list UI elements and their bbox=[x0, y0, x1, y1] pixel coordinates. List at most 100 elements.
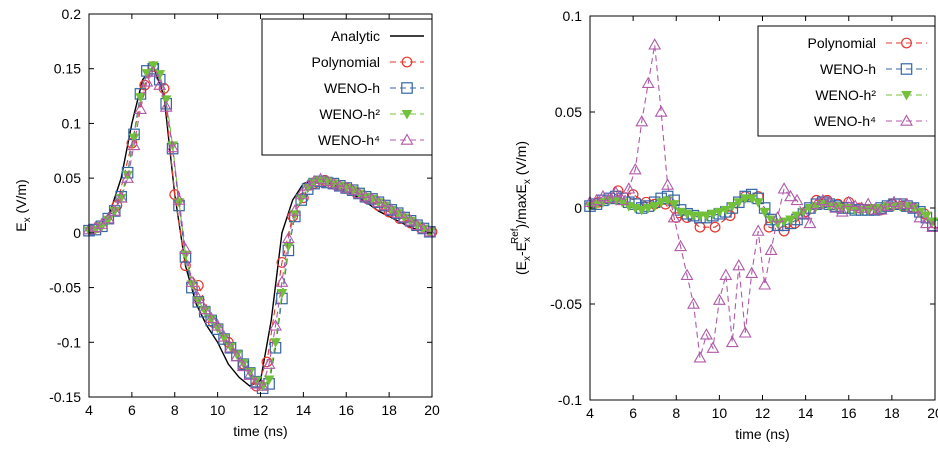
right-point-weno-h bbox=[921, 211, 932, 222]
left-point-weno-h bbox=[270, 338, 281, 348]
left-point-weno-h bbox=[243, 368, 257, 380]
left-y-tick-label: -0.15 bbox=[49, 389, 81, 405]
left-point-weno-h bbox=[212, 324, 223, 334]
right-point-weno-h bbox=[714, 207, 725, 218]
right-y-tick-label: 0.1 bbox=[563, 8, 583, 24]
right-point-weno-h bbox=[720, 205, 732, 216]
left-point-weno-h bbox=[185, 275, 199, 287]
left-point-weno-h bbox=[397, 210, 411, 223]
left-point-weno-h bbox=[320, 174, 334, 187]
left-point-weno-h bbox=[218, 333, 230, 344]
left-point-weno-h bbox=[204, 311, 218, 323]
left-x-tick-label: 14 bbox=[296, 402, 312, 418]
left-point-weno-h bbox=[346, 183, 360, 195]
right-x-tick-label: 4 bbox=[586, 405, 594, 421]
right-y-axis-label: (Ex-ExRef)/maxEx (V/m) bbox=[510, 141, 533, 275]
left-point-weno-h bbox=[269, 319, 282, 331]
left-legend-marker-weno-h bbox=[400, 133, 414, 145]
right-point-polynomial bbox=[709, 221, 721, 233]
left-point-weno-h bbox=[101, 212, 115, 224]
right-point-weno-h bbox=[602, 191, 616, 204]
right-legend-marker-weno-h bbox=[901, 91, 912, 101]
right-legend-label-weno-h: WENO-h² bbox=[815, 87, 876, 103]
right-point-weno-h bbox=[758, 278, 772, 290]
right-x-tick-label: 16 bbox=[841, 405, 857, 421]
left-point-weno-h bbox=[230, 349, 244, 362]
left-point-polynomial bbox=[158, 83, 170, 94]
left-x-tick-label: 8 bbox=[171, 402, 179, 418]
right-y-axis-label-part: -E bbox=[513, 242, 529, 256]
right-y-tick-label: 0.05 bbox=[555, 104, 582, 120]
right-y-tick-label: 0 bbox=[574, 200, 582, 216]
left-point-weno-h bbox=[199, 306, 211, 317]
left-point-weno-h bbox=[172, 193, 186, 205]
left-point-weno-h bbox=[121, 171, 135, 183]
right-y-tick-label: -0.05 bbox=[550, 296, 582, 312]
left-x-tick-label: 20 bbox=[424, 402, 440, 418]
right-point-weno-h bbox=[655, 198, 667, 208]
right-point-weno-h bbox=[622, 182, 636, 194]
right-legend-marker-polynomial bbox=[901, 37, 912, 49]
right-y-axis-label-part: (V/m) bbox=[513, 141, 529, 179]
left-point-weno-h bbox=[262, 357, 276, 369]
left-point-weno-h bbox=[108, 204, 122, 216]
left-point-weno-h bbox=[294, 187, 308, 200]
right-point-weno-h bbox=[777, 182, 791, 194]
left-point-weno-h bbox=[423, 225, 437, 237]
right-point-weno-h bbox=[615, 193, 629, 206]
right-point-weno-h bbox=[701, 211, 712, 222]
right-point-weno-h bbox=[829, 201, 843, 213]
right-point-weno-h bbox=[822, 195, 836, 207]
left-point-weno-h bbox=[88, 220, 102, 233]
right-point-weno-h bbox=[894, 197, 907, 209]
left-point-weno-h bbox=[410, 218, 424, 230]
right-point-weno-h bbox=[725, 335, 739, 348]
left-y-tick-label: 0.2 bbox=[62, 6, 82, 22]
right-point-polynomial bbox=[724, 210, 736, 222]
left-chart: 4 6 8 10 12 14 16 18 20 -0.15 -0.1 -0.05 0 0.05 0.1 0.1… bbox=[13, 6, 440, 439]
left-y-axis-label-part: (V/m) bbox=[13, 179, 29, 217]
right-point-weno-h bbox=[719, 268, 733, 280]
right-point-weno-h bbox=[809, 197, 823, 209]
right-point-weno-h bbox=[751, 224, 765, 236]
left-point-weno-h bbox=[243, 367, 256, 379]
right-point-weno-h bbox=[628, 162, 642, 175]
left-point-weno-h bbox=[352, 186, 366, 199]
left-point-weno-h bbox=[288, 204, 302, 216]
right-y-axis-label-part: x bbox=[522, 256, 533, 261]
right-point-weno-h bbox=[919, 216, 933, 229]
right-point-weno-h bbox=[842, 195, 856, 207]
left-series-group bbox=[82, 61, 438, 395]
right-point-weno-h bbox=[752, 198, 764, 208]
right-point-weno-h bbox=[733, 198, 745, 208]
left-point-weno-h bbox=[102, 215, 114, 226]
left-legend-label-weno-h: WENO-h bbox=[324, 80, 380, 96]
left-point-weno-h bbox=[263, 375, 275, 386]
right-point-weno-h bbox=[764, 243, 778, 255]
left-legend-label-polynomial: Polynomial bbox=[312, 54, 380, 70]
left-y-tick-label: 0.15 bbox=[54, 61, 81, 77]
left-point-weno-h bbox=[192, 296, 204, 307]
left-point-weno-h bbox=[153, 78, 167, 90]
left-point-weno-h bbox=[359, 190, 372, 202]
right-point-weno-h bbox=[712, 293, 726, 305]
left-point-weno-h bbox=[134, 102, 147, 114]
right-point-weno-h bbox=[648, 38, 662, 50]
left-point-polynomial bbox=[180, 260, 191, 272]
left-point-weno-h bbox=[236, 359, 250, 372]
right-point-weno-h bbox=[784, 189, 797, 202]
left-point-weno-h bbox=[404, 214, 418, 226]
right-point-weno-h bbox=[654, 105, 668, 117]
right-point-weno-h bbox=[790, 193, 804, 206]
left-point-weno-h bbox=[224, 341, 237, 353]
left-point-weno-h bbox=[371, 195, 385, 207]
right-legend-marker-weno-h bbox=[900, 114, 913, 126]
left-point-weno-h bbox=[218, 333, 230, 345]
right-point-weno-h bbox=[816, 193, 830, 206]
left-legend-label-analytic: Analytic bbox=[331, 28, 380, 44]
left-point-weno-h bbox=[281, 231, 295, 244]
right-legend-marker-weno-h bbox=[900, 63, 913, 75]
right-point-weno-h bbox=[855, 201, 869, 213]
right-point-weno-h bbox=[803, 216, 817, 229]
